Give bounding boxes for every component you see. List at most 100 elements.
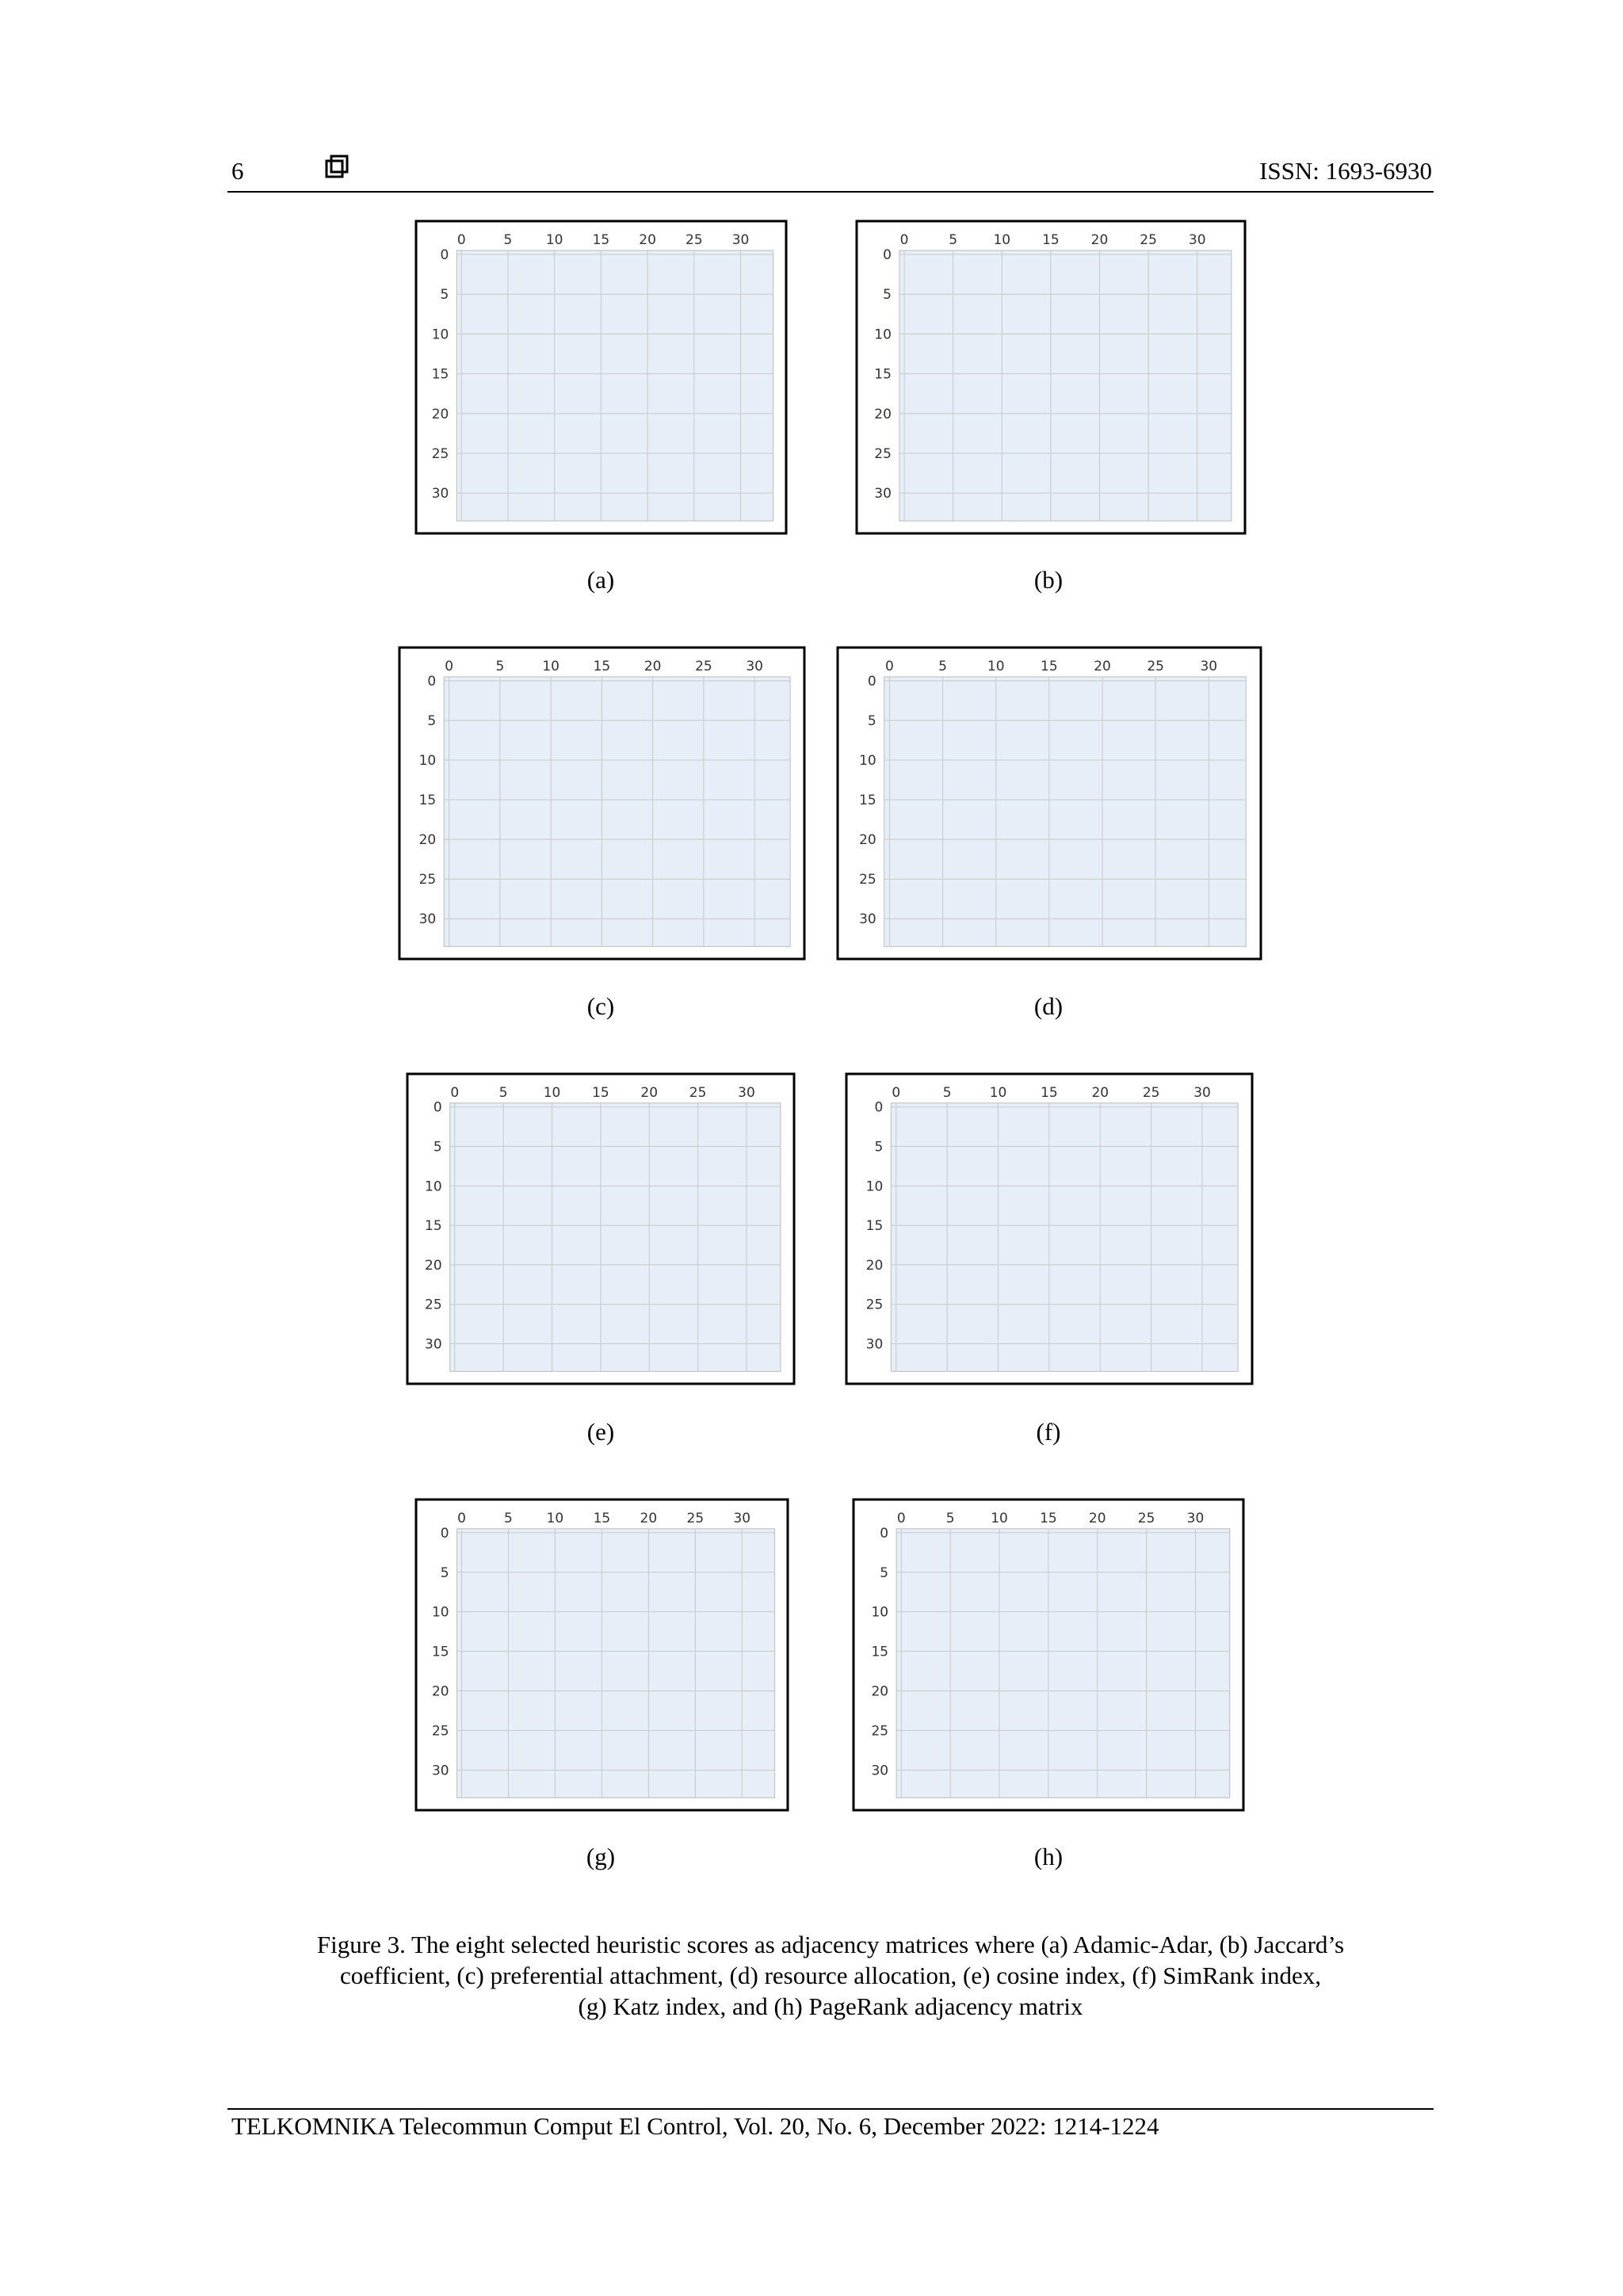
x-tick-label: 15 [594,1511,611,1526]
x-tick-label: 10 [990,1085,1007,1101]
x-tick-label: 5 [504,1511,513,1526]
y-tick-label: 20 [874,407,892,422]
x-tick-label: 25 [1140,232,1157,248]
y-tick-label: 10 [871,1605,888,1621]
x-tick-label: 0 [885,659,894,674]
y-tick-label: 15 [874,367,892,383]
y-tick-label: 20 [859,832,876,848]
x-tick-label: 20 [1094,659,1111,674]
y-tick-label: 25 [419,872,437,888]
x-tick-label: 15 [1041,1085,1058,1101]
y-tick-label: 0 [433,1100,442,1116]
x-tick-label: 10 [542,659,559,674]
x-tick-label: 30 [1200,659,1217,674]
y-tick-label: 0 [880,1526,888,1541]
matrix [896,1528,1231,1798]
y-tick-label: 30 [432,1763,449,1778]
x-tick-label: 15 [1042,232,1060,248]
matrix [884,676,1247,947]
x-tick-label: 0 [445,659,453,674]
y-tick-label: 15 [419,793,437,808]
y-tick-label: 25 [432,1723,449,1739]
x-tick-label: 20 [640,1085,658,1101]
y-tick-label: 30 [871,1763,888,1778]
y-tick-label: 5 [427,713,436,729]
y-tick-label: 20 [871,1684,888,1700]
y-tick-label: 30 [874,486,892,502]
footer: TELKOMNIKA Telecommun Comput El Control,… [231,2112,1159,2140]
x-tick-label: 20 [640,1511,658,1526]
panel-label: (a) [587,566,614,594]
x-tick-label: 5 [949,232,957,248]
y-tick-label: 10 [432,1605,449,1621]
x-tick-label: 25 [689,1085,707,1101]
y-tick-label: 25 [432,446,449,462]
y-tick-label: 20 [432,1684,449,1700]
y-tick-label: 10 [432,327,449,342]
panel-label: (h) [1034,1843,1063,1870]
x-tick-label: 10 [546,232,563,248]
x-tick-label: 25 [1138,1511,1155,1526]
y-tick-label: 5 [433,1140,442,1156]
y-tick-label: 15 [871,1645,888,1660]
panel-label: (f) [1037,1418,1061,1446]
square-icon [325,159,344,178]
y-tick-label: 10 [874,327,892,342]
y-tick-label: 0 [427,674,436,690]
x-tick-label: 30 [1193,1085,1211,1101]
x-tick-label: 30 [1187,1511,1205,1526]
x-tick-label: 5 [504,232,513,248]
x-tick-label: 25 [695,659,712,674]
x-tick-label: 20 [644,659,662,674]
y-tick-label: 15 [859,793,876,808]
y-tick-label: 15 [432,1645,449,1660]
x-tick-label: 25 [1147,659,1164,674]
y-tick-label: 10 [859,753,876,769]
y-tick-label: 10 [419,753,437,769]
matrix [456,250,774,521]
issn: ISSN: 1693-6930 [1259,157,1432,185]
x-tick-label: 0 [900,232,909,248]
matrix [443,676,791,947]
x-tick-label: 25 [687,1511,705,1526]
y-tick-label: 0 [441,247,449,263]
matrix [890,1102,1239,1372]
caption-line: Figure 3. The eight selected heuristic s… [317,1931,1344,1958]
x-tick-label: 10 [993,232,1010,248]
y-tick-label: 0 [441,1526,449,1541]
y-tick-label: 5 [880,1565,888,1581]
y-tick-label: 5 [883,287,892,303]
x-tick-label: 20 [1091,232,1109,248]
x-tick-label: 5 [943,1085,952,1101]
x-tick-label: 15 [594,659,611,674]
y-tick-label: 10 [425,1179,442,1194]
x-tick-label: 15 [593,232,610,248]
y-tick-label: 0 [874,1100,883,1116]
x-tick-label: 5 [499,1085,508,1101]
y-tick-label: 30 [432,486,449,502]
x-tick-label: 15 [1040,1511,1057,1526]
y-tick-label: 25 [871,1723,888,1739]
y-tick-label: 30 [419,911,437,927]
x-tick-label: 30 [746,659,763,674]
panel-label: (g) [586,1843,615,1870]
y-tick-label: 30 [859,911,876,927]
y-tick-label: 0 [883,247,892,263]
matrix [899,250,1232,521]
x-tick-label: 30 [732,232,750,248]
y-tick-label: 0 [868,674,876,690]
x-tick-label: 0 [450,1085,459,1101]
y-tick-label: 15 [425,1218,442,1234]
panel-label: (c) [587,992,614,1020]
matrix [456,1528,776,1798]
page-number: 6 [231,157,244,185]
y-tick-label: 10 [866,1179,884,1194]
square-icon-back [330,155,349,174]
y-tick-label: 25 [425,1297,442,1313]
matrix [449,1102,781,1372]
y-tick-label: 15 [432,367,449,383]
x-tick-label: 20 [639,232,656,248]
x-tick-label: 25 [685,232,703,248]
y-tick-label: 30 [866,1337,884,1353]
y-tick-label: 20 [866,1258,884,1274]
